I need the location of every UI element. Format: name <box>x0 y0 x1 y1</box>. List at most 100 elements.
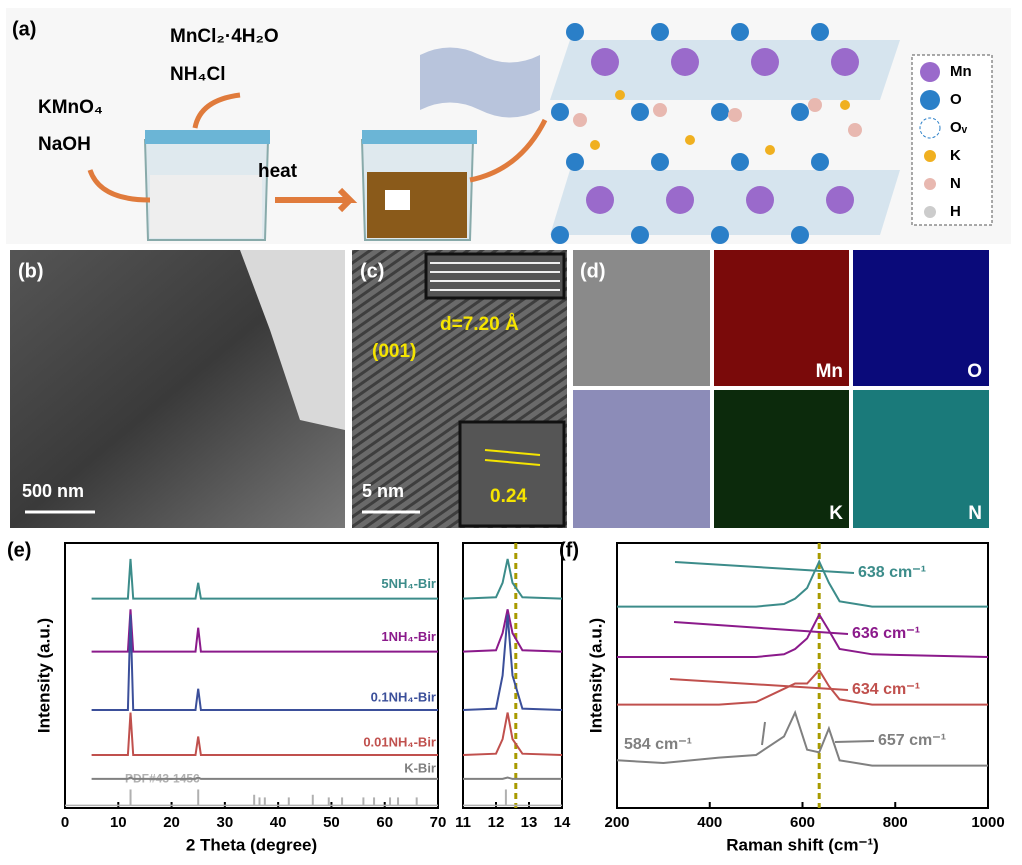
mn-atom <box>586 186 614 214</box>
legend-marker <box>919 117 941 139</box>
step-label: heat <box>258 161 298 182</box>
o-atom <box>651 23 669 41</box>
y-axis-title: Intensity (a.u.) <box>34 618 53 733</box>
legend-label: Oᵥ <box>950 119 968 136</box>
o-atom <box>651 153 669 171</box>
series-line <box>462 712 563 756</box>
series-line <box>463 776 562 780</box>
inset-value: 0.24 <box>490 486 527 507</box>
series-line <box>617 559 988 608</box>
k-atom <box>685 135 695 145</box>
n-atom <box>653 103 667 117</box>
mn-atom <box>831 48 859 76</box>
series-label: 0.1NH₄-Bir <box>371 689 436 704</box>
x-tick-label: 70 <box>430 814 447 831</box>
o-atom <box>811 153 829 171</box>
element-label: N <box>968 503 982 524</box>
x-tick-label: 13 <box>521 814 538 831</box>
overlay-image <box>573 390 710 528</box>
tem-bg <box>240 250 345 430</box>
annotation: 636 cm⁻¹ <box>852 625 920 642</box>
series-line <box>617 612 989 658</box>
map-k <box>714 390 849 528</box>
n-atom <box>848 123 862 137</box>
layer <box>550 40 900 100</box>
mn-atom <box>826 186 854 214</box>
o-atom <box>791 103 809 121</box>
series-line <box>616 709 988 767</box>
x-tick-label: 12 <box>488 814 505 831</box>
scale-label: 500 nm <box>22 481 84 501</box>
o-atom <box>811 23 829 41</box>
legend: Mn O Oᵥ KNH <box>919 62 972 220</box>
plot-frame <box>462 542 563 809</box>
annotation: 638 cm⁻¹ <box>858 564 926 581</box>
annotation-arrow <box>761 721 766 746</box>
layer <box>550 170 900 235</box>
x-tick-label: 20 <box>163 814 180 831</box>
reagent: NaOH <box>38 134 91 155</box>
atoms <box>551 23 862 244</box>
annotation-arrow <box>669 678 849 691</box>
o-atom <box>791 226 809 244</box>
panel-label: (f) <box>559 539 579 561</box>
legend-label: N <box>950 175 961 192</box>
series-line <box>91 558 438 600</box>
o-atom <box>731 153 749 171</box>
fringe-inset <box>424 252 566 300</box>
element-label: Mn <box>816 361 843 382</box>
reagent: KMnO₄ <box>38 97 103 118</box>
zoom-inset <box>458 420 566 528</box>
legend-label: O <box>950 91 962 108</box>
legend-marker <box>924 206 936 218</box>
annotation: 584 cm⁻¹ <box>624 736 692 753</box>
x-tick-label: 40 <box>270 814 287 831</box>
mn-atom <box>671 48 699 76</box>
scale-label: 5 nm <box>362 481 404 501</box>
legend-label: Mn <box>950 63 972 80</box>
series-line <box>462 609 563 653</box>
legend-marker <box>924 178 936 190</box>
arrow <box>275 187 358 213</box>
arrow <box>87 169 151 203</box>
plot-frame <box>616 542 989 809</box>
series-line <box>617 668 988 706</box>
legend-marker <box>920 62 940 82</box>
reagent: MnCl₂·4H₂O <box>170 26 279 47</box>
x-tick-label: 1000 <box>971 814 1004 831</box>
beaker <box>143 130 270 241</box>
series-label: 1NH₄-Bir <box>381 629 436 644</box>
x-tick-label: 14 <box>554 814 571 831</box>
x-tick-label: 60 <box>376 814 393 831</box>
sheet <box>420 47 540 118</box>
mn-atom <box>666 186 694 214</box>
mn-atom <box>591 48 619 76</box>
series-line <box>91 609 438 653</box>
fringe-mark <box>484 449 541 456</box>
panel-label: (d) <box>580 260 606 282</box>
charts: 0 10 20 30 40 50 60 70 2 Theta (degree) Intensity… <box>7 539 1005 854</box>
n-atom <box>728 108 742 122</box>
series-line <box>91 614 438 711</box>
series-label: 0.01NH₄-Bir <box>363 734 436 749</box>
x-tick-label: 11 <box>455 814 471 831</box>
panel-label: (c) <box>360 260 384 282</box>
annotation: 657 cm⁻¹ <box>878 732 946 749</box>
d-spacing: d=7.20 Å <box>440 314 519 335</box>
x-tick-label: 400 <box>697 814 722 831</box>
arrow <box>192 92 241 129</box>
x-tick-label: 30 <box>217 814 234 831</box>
n-atom <box>808 98 822 112</box>
x-axis-title: 2 Theta (degree) <box>186 835 317 854</box>
k-atom <box>615 90 625 100</box>
x-tick-label: 10 <box>110 814 127 831</box>
legend-label: H <box>950 203 961 220</box>
reagent: NH₄Cl <box>170 64 226 85</box>
o-atom <box>551 226 569 244</box>
o-atom <box>631 103 649 121</box>
panel-label: (b) <box>18 260 44 282</box>
haadf-image <box>573 250 710 386</box>
o-atom <box>566 23 584 41</box>
o-atom <box>566 153 584 171</box>
